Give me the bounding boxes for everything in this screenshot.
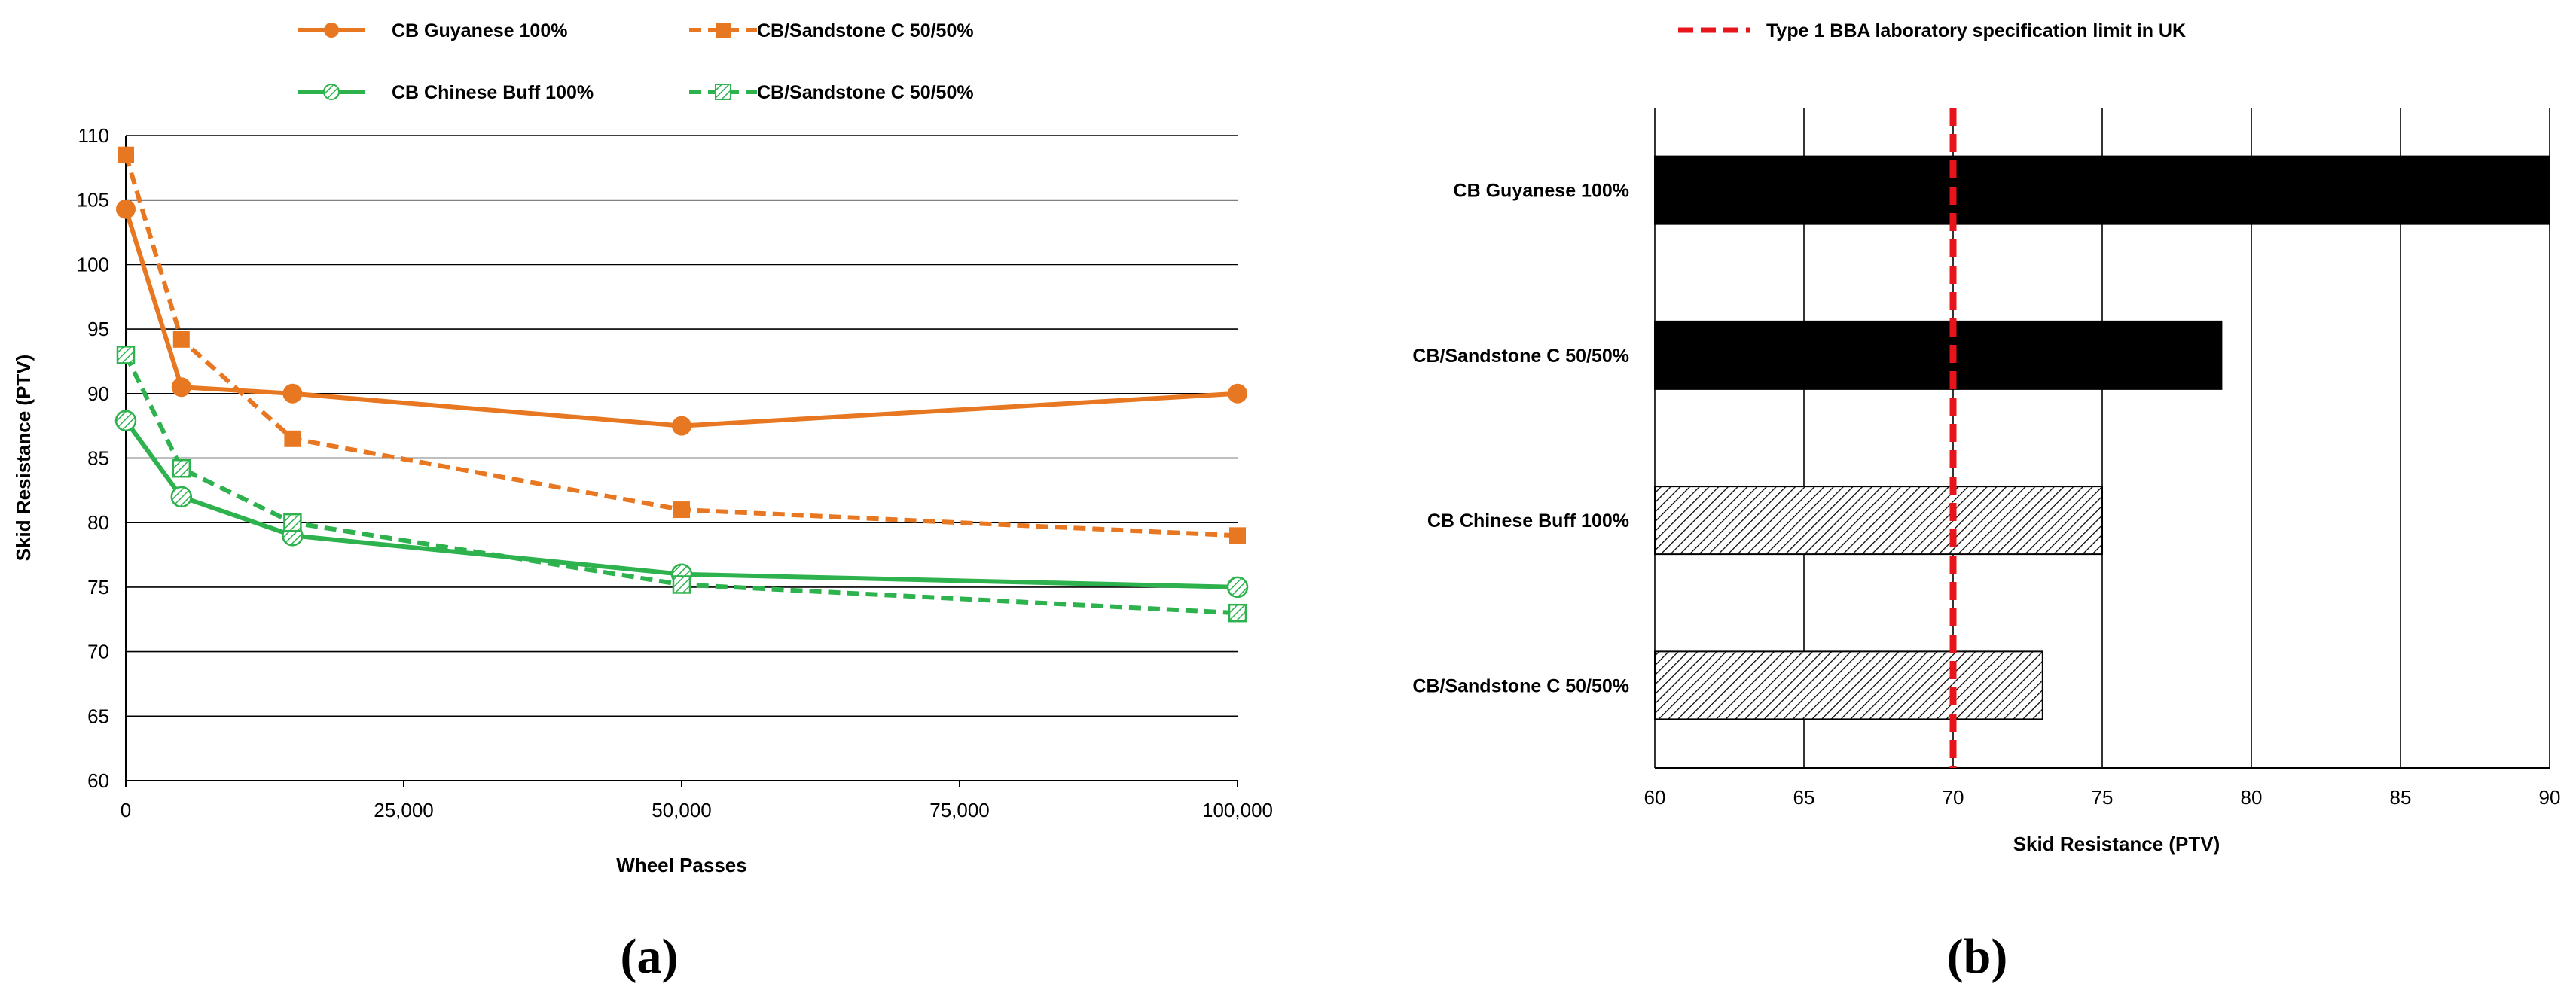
panel-label-a: (a) [621,929,679,984]
chart-b-x-tick-label: 85 [2390,786,2412,809]
chart-a: CB Guyanese 100% CB/Sandstone C 50/50% C… [12,20,1273,984]
series-3-point [172,458,191,478]
series-1-point [172,331,190,348]
chart-a-y-tick-label: 110 [78,124,109,147]
series-0-point [116,199,136,219]
chart-a-x-axis-label: Wheel Passes [616,854,746,876]
legend-label-a-2: CB Chinese Buff 100% [392,82,594,103]
legend-label-a-1: CB/Sandstone C 50/50% [757,20,974,41]
chart-a-x-tick-label: 100,000 [1202,799,1273,821]
series-0-point [672,416,691,436]
chart-b-x-tick-label: 60 [1644,786,1666,809]
chart-a-y-tick-labels: 60 65 70 75 80 85 90 95 100 105 110 [77,124,109,792]
series-1-point [1229,527,1246,544]
legend-label-b-ref: Type 1 BBA laboratory specification limi… [1766,20,2186,41]
chart-a-y-tick-label: 70 [87,641,109,663]
series-1-point [118,146,134,163]
series-3-point [116,346,136,364]
category-label-2: CB Chinese Buff 100% [1427,510,1629,532]
chart-a-x-tick-label: 75,000 [929,799,990,821]
chart-a-x-tick-labels: 0 25,000 50,000 75,000 100,000 [121,781,1273,821]
chart-b-x-tick-label: 65 [1793,786,1815,809]
chart-b-x-axis-label: Skid Resistance (PTV) [2013,833,2220,855]
chart-a-y-tick-label: 90 [87,382,109,405]
chart-a-y-tick-label: 65 [87,705,109,727]
series-0-point [1228,383,1247,404]
series-0-point [282,383,303,404]
series-1 [118,146,1246,544]
legend-item-a-1: CB/Sandstone C 50/50% [689,20,974,41]
bar-3 [1654,650,2043,720]
chart-a-y-tick-label: 60 [87,769,109,792]
chart-b-x-tick-label: 80 [2241,786,2263,809]
chart-a-x-tick-label: 25,000 [374,799,434,821]
panel-label-b: (b) [1947,929,2008,984]
bar-1 [1654,320,2223,390]
series-3-point [283,513,302,532]
chart-b-category-labels: CB Guyanese 100% CB/Sandstone C 50/50% CB … [1412,181,1629,697]
chart-a-y-tick-label: 80 [87,511,109,534]
chart-b-legend: Type 1 BBA laboratory specification limi… [1678,20,2186,41]
chart-a-y-tick-label: 95 [87,318,109,340]
series-1-line [124,154,1238,538]
chart-a-legend: CB Guyanese 100% CB/Sandstone C 50/50% C… [298,20,974,103]
chart-a-x-tick-label: 50,000 [652,799,712,821]
bar-2 [1654,486,2103,556]
category-label-0: CB Guyanese 100% [1454,181,1629,202]
series-0-point [171,377,191,398]
chart-a-series [114,146,1249,623]
chart-b-x-tick-label: 75 [2092,786,2114,809]
series-3 [116,346,1247,623]
series-0 [116,199,1247,436]
legend-item-a-3: CB/Sandstone C 50/50% [689,82,974,103]
chart-a-gridlines [126,135,1238,781]
series-2-point [1226,576,1249,599]
legend-item-a-0: CB Guyanese 100% [298,20,567,41]
series-1-point [673,501,690,519]
chart-a-y-tick-label: 100 [77,253,109,276]
chart-a-x-tick-label: 0 [121,799,131,821]
series-2-point [114,410,137,432]
legend-item-a-2: CB Chinese Buff 100% [298,82,594,103]
bar-0 [1654,155,2550,225]
chart-b-x-tick-labels: 60 65 70 75 80 85 90 [1644,786,2561,809]
chart-b-x-tick-label: 70 [1943,786,1964,809]
chart-a-y-tick-label: 85 [87,447,109,470]
series-2-point [170,486,193,508]
chart-b-x-tick-label: 90 [2539,786,2561,809]
category-label-3: CB/Sandstone C 50/50% [1412,675,1629,696]
chart-b: Type 1 BBA laboratory specification limi… [1412,20,2560,984]
series-1-point [284,430,301,447]
chart-b-bars [1654,155,2550,720]
chart-a-y-axis-label: Skid Resistance (PTV) [12,355,35,562]
legend-label-a-3: CB/Sandstone C 50/50% [757,82,974,103]
category-label-1: CB/Sandstone C 50/50% [1412,346,1629,367]
legend-label-a-0: CB Guyanese 100% [392,20,567,41]
series-3-point [672,575,691,594]
series-3-point [1228,603,1247,623]
chart-a-y-tick-label: 75 [87,576,109,599]
chart-a-y-tick-label: 105 [77,189,109,212]
